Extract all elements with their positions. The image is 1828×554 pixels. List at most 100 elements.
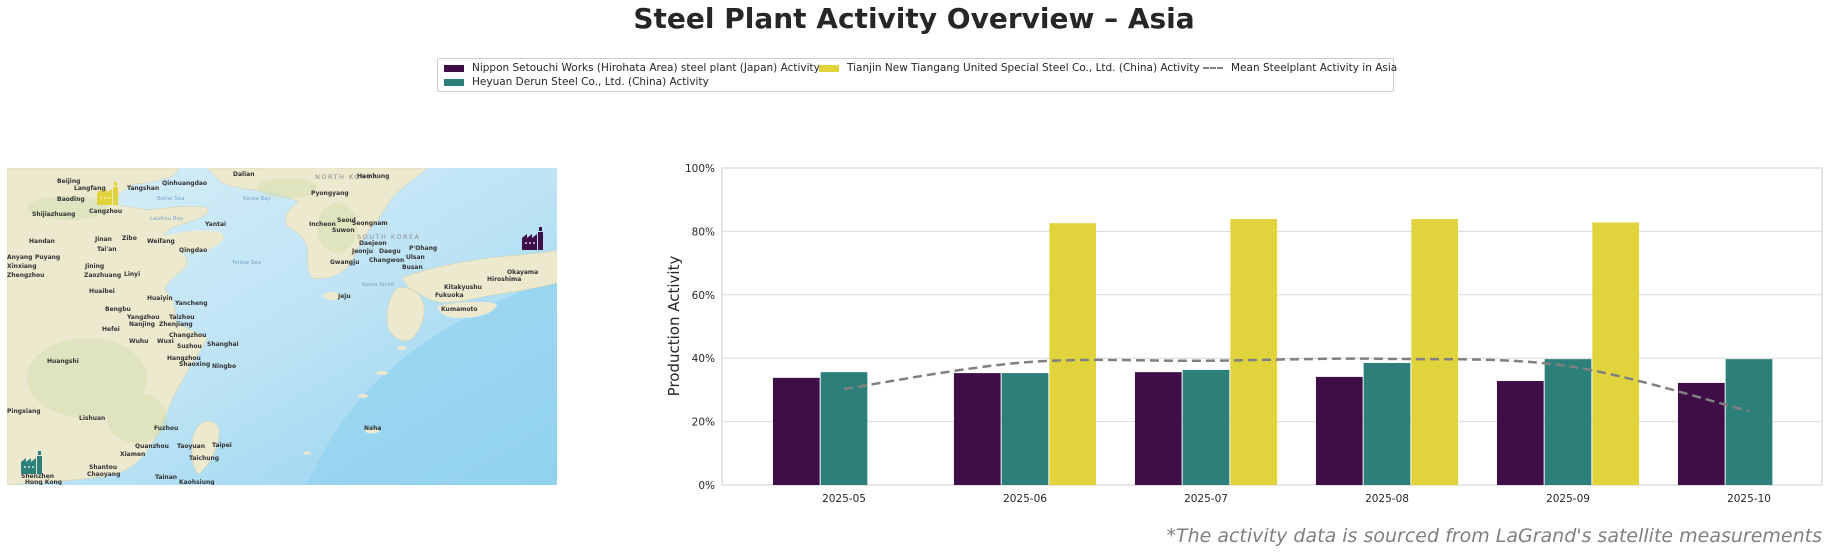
svg-text:Qingdao: Qingdao [179,247,207,254]
map-sea-label: Laizhou Bay [150,216,184,222]
legend-item-heyuan: Heyuan Derun Steel Co., Ltd. (China) Act… [444,76,709,88]
svg-text:Suzhou: Suzhou [177,343,202,350]
x-tick-label: 2025-05 [822,493,866,505]
svg-text:Beijing: Beijing [57,178,80,185]
svg-text:Wuxi: Wuxi [157,338,174,345]
svg-text:Bengbu: Bengbu [105,306,131,313]
svg-text:Baoding: Baoding [57,196,85,203]
svg-text:Pingxiang: Pingxiang [7,408,41,415]
svg-text:Zhengzhou: Zhengzhou [7,272,44,279]
svg-text:Linyi: Linyi [124,271,140,278]
svg-text:Changzhou: Changzhou [169,332,206,339]
svg-text:Hiroshima: Hiroshima [487,276,521,283]
svg-text:Taizhou: Taizhou [169,314,195,321]
map-sea-label: Bohai Sea [157,196,185,202]
svg-text:Hangzhou: Hangzhou [167,355,201,362]
legend-item-nippon: Nippon Setouchi Works (Hirohata Area) st… [444,62,820,74]
svg-text:Puyang: Puyang [35,254,60,261]
land-shandong [157,230,224,253]
svg-text:Jinan: Jinan [94,236,112,243]
svg-text:Shanghai: Shanghai [207,341,239,348]
land-taiwan [191,420,220,475]
svg-text:Changwon: Changwon [369,257,404,264]
svg-text:Lishuan: Lishuan [79,415,105,422]
factory-marker-heyuan[interactable] [21,451,42,474]
land-kyushu [386,287,425,341]
bars [772,219,1773,486]
bar-heyuan [820,372,868,485]
bar-tianjin [1049,223,1097,485]
mean-activity-line [843,357,1750,413]
svg-text:Yangzhou: Yangzhou [126,314,160,321]
svg-text:Tainan: Tainan [155,474,177,481]
svg-text:Xinxiang: Xinxiang [7,263,37,270]
svg-text:Handan: Handan [29,238,55,245]
svg-text:Kitakyushu: Kitakyushu [444,284,482,291]
svg-text:Hefei: Hefei [102,326,120,333]
legend-item-mean: Mean Steelplant Activity in Asia [1203,62,1397,74]
land-jeju [323,292,341,300]
map-svg: NORTH KOREA SOUTH KOREA Bohai Sea Laizho… [7,168,557,485]
factory-marker-nippon[interactable] [522,227,543,250]
bar-nippon [1315,376,1363,485]
svg-text:Quanzhou: Quanzhou [135,443,169,450]
svg-text:Zaozhuang: Zaozhuang [84,272,121,279]
svg-text:Qinhuangdao: Qinhuangdao [162,180,207,187]
land-shikoku [437,301,497,318]
factory-marker-tianjin[interactable] [97,182,118,205]
map-sea-label: Yellow Sea [231,260,261,266]
svg-text:Kumamoto: Kumamoto [441,306,477,313]
bar-nippon [1134,372,1182,485]
land-north-korea-coast [267,168,337,198]
svg-text:Taichung: Taichung [189,455,219,462]
svg-text:Zibo: Zibo [122,235,137,242]
factory-icon [21,451,42,474]
svg-text:Fuzhou: Fuzhou [154,425,178,432]
svg-text:Suwon: Suwon [332,227,355,234]
bar-tianjin [1411,219,1459,486]
svg-text:Xiamen: Xiamen [120,451,145,458]
svg-text:Nanjing: Nanjing [129,321,155,328]
svg-text:Ningbo: Ningbo [212,363,236,370]
y-tick-label: 60% [692,290,715,302]
y-tick-label: 40% [692,353,715,365]
svg-text:Daejeon: Daejeon [359,240,387,247]
svg-text:Shenzhen: Shenzhen [21,473,54,480]
axes: 0% 20% 40% 60% 80% 100% 2025-05 2025-06 2025-07 2… [685,163,1771,505]
y-tick-label: 80% [692,226,715,238]
ryukyu-islands [303,346,407,455]
bar-heyuan [1363,362,1411,485]
svg-text:Gwangju: Gwangju [330,259,359,266]
x-tick-label: 2025-10 [1727,493,1771,505]
svg-text:Tangshan: Tangshan [127,185,159,192]
svg-text:Pyongyang: Pyongyang [311,190,349,197]
bar-nippon [1496,381,1544,485]
svg-text:Incheon: Incheon [309,221,336,228]
x-tick-label: 2025-06 [1003,493,1047,505]
svg-text:Weifang: Weifang [147,238,175,245]
svg-text:Shaoxing: Shaoxing [179,361,210,368]
legend-label-tianjin: Tianjin New Tiangang United Special Stee… [847,62,1200,74]
svg-text:Seoul: Seoul [337,217,356,224]
asia-map[interactable]: NORTH KOREA SOUTH KOREA Bohai Sea Laizho… [7,168,557,485]
legend-dash-mean [1203,67,1223,69]
svg-text:Langfang: Langfang [74,185,106,192]
svg-text:Shijiazhuang: Shijiazhuang [32,211,75,218]
svg-text:Taipei: Taipei [212,442,232,449]
chart-title: Steel Plant Activity Overview – Asia [633,2,1195,35]
bar-heyuan [1725,359,1773,485]
svg-text:Okayama: Okayama [507,269,538,276]
bar-heyuan [1001,373,1049,485]
svg-text:Daegu: Daegu [379,248,401,255]
legend-label-mean: Mean Steelplant Activity in Asia [1231,62,1398,74]
x-tick-label: 2025-08 [1365,493,1409,505]
footnote: *The activity data is sourced from LaGra… [1166,525,1822,547]
legend-swatch-heyuan [444,78,464,86]
svg-text:Cangzhou: Cangzhou [89,208,122,215]
svg-text:Huaiyin: Huaiyin [147,295,173,302]
svg-text:Hamhung: Hamhung [357,173,389,180]
x-tick-label: 2025-09 [1546,493,1590,505]
map-sea-label: Korea Strait [362,282,395,288]
map-city-labels: Beijing Langfang Tangshan Qinhuangdao Ba… [7,171,538,485]
